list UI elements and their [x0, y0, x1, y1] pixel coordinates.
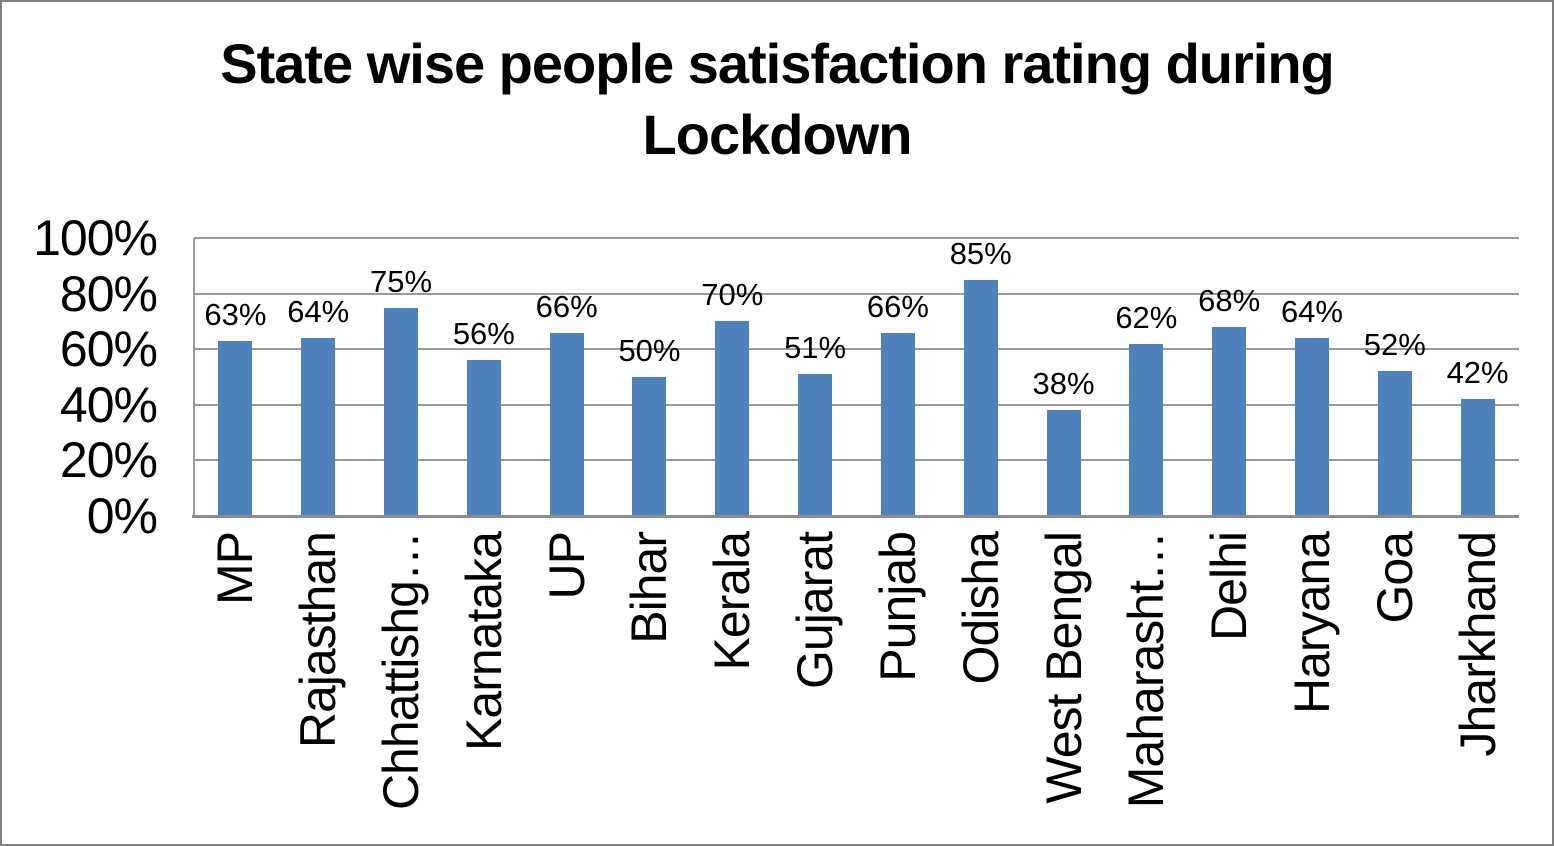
x-axis-label: Haryana — [1283, 532, 1340, 714]
y-axis-tick-label: 80% — [59, 265, 158, 322]
gridline — [194, 459, 1519, 462]
bar-value-label: 85% — [949, 235, 1012, 271]
bar-value-label: 42% — [1446, 355, 1509, 391]
x-axis-label: Maharasht… — [1118, 532, 1175, 809]
x-axis-line — [192, 515, 1519, 518]
bar — [1046, 410, 1081, 516]
x-axis-label: Odisha — [952, 532, 1009, 685]
gridline — [194, 292, 1519, 295]
bar — [466, 360, 501, 516]
plot-left-border — [193, 238, 195, 516]
bar — [384, 307, 419, 516]
y-axis-tick-label: 0% — [86, 488, 158, 544]
x-axis-label: Jharkhand — [1449, 532, 1506, 757]
x-axis-label: Karnataka — [455, 532, 512, 751]
bar — [301, 338, 336, 516]
y-axis-tick-label: 60% — [59, 321, 158, 378]
bar-value-label: 75% — [370, 263, 433, 299]
bar-value-label: 64% — [287, 294, 350, 330]
bar — [1129, 343, 1164, 516]
x-axis-label: Punjab — [869, 532, 926, 682]
x-axis-label: West Bengal — [1035, 532, 1092, 804]
x-axis-label: Bihar — [621, 532, 678, 644]
x-axis-label: Delhi — [1201, 532, 1258, 641]
x-axis-label: Rajasthan — [290, 532, 347, 749]
gridline — [194, 348, 1519, 351]
bar-value-label: 38% — [1032, 366, 1095, 402]
gridline — [194, 237, 1519, 239]
bar — [1377, 371, 1412, 516]
bar — [1294, 338, 1329, 516]
bar-value-label: 52% — [1363, 327, 1426, 363]
bar-value-label: 70% — [701, 277, 764, 313]
gridline — [194, 403, 1519, 406]
bar-value-label: 51% — [784, 330, 847, 366]
bar-value-label: 66% — [535, 288, 598, 324]
bar — [218, 340, 253, 516]
chart-title-line-2: Lockdown — [642, 103, 913, 167]
x-axis-label: MP — [207, 532, 264, 605]
bar-value-label: 50% — [618, 333, 681, 368]
bar-value-label: 68% — [1198, 282, 1261, 318]
bar-value-label: 62% — [1115, 299, 1178, 335]
bar — [1212, 326, 1247, 516]
bar-value-label: 56% — [452, 316, 515, 352]
bar — [1460, 399, 1495, 516]
y-axis-tick-label: 20% — [59, 432, 158, 489]
x-axis-label: Kerala — [704, 532, 761, 671]
bar — [963, 279, 998, 516]
x-axis-label: Gujarat — [787, 532, 844, 689]
bar — [798, 374, 833, 516]
x-axis-label: Chhattishg… — [373, 532, 430, 811]
bar — [632, 377, 667, 516]
y-axis-tick-label: 100% — [33, 210, 158, 266]
bar-value-label: 64% — [1280, 294, 1343, 330]
bar-value-label: 63% — [204, 296, 267, 332]
bar-value-label: 66% — [866, 288, 929, 324]
bar — [549, 332, 584, 516]
x-axis-label: UP — [538, 532, 595, 600]
x-axis-label: Goa — [1366, 532, 1423, 624]
bar — [715, 321, 750, 516]
chart-title: State wise people satisfaction rating du… — [2, 28, 1552, 170]
y-axis-tick-label: 40% — [59, 376, 158, 433]
chart-title-line-1: State wise people satisfaction rating du… — [220, 32, 1335, 95]
bar — [880, 332, 915, 516]
